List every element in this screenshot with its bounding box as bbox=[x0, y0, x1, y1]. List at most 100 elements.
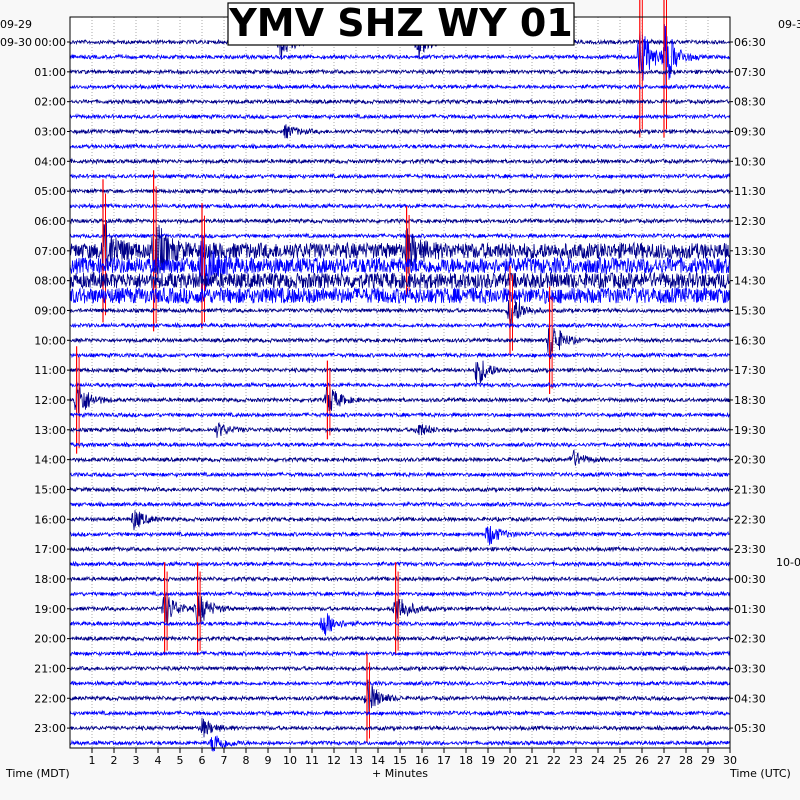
trace-line bbox=[69, 560, 731, 568]
left-hour-label: 01:00 bbox=[34, 66, 66, 79]
trace-line bbox=[69, 421, 731, 438]
trace-line bbox=[69, 449, 730, 466]
left-hour-label: 00:00 bbox=[34, 36, 66, 49]
left-hour-label: 15:00 bbox=[34, 483, 66, 496]
trace-line bbox=[69, 98, 731, 106]
trace-line bbox=[69, 157, 731, 165]
x-tick-label: 5 bbox=[177, 754, 184, 767]
x-tick-label: 28 bbox=[679, 754, 693, 767]
right-hour-label: 13:30 bbox=[734, 245, 766, 258]
right-hour-label: 10:30 bbox=[734, 155, 766, 168]
right-hour-label: 20:30 bbox=[734, 454, 766, 467]
trace-line bbox=[69, 735, 731, 752]
trace-line bbox=[69, 300, 731, 327]
x-tick-label: 13 bbox=[349, 754, 363, 767]
right-hour-label: 22:30 bbox=[734, 513, 766, 526]
trace-line bbox=[69, 327, 731, 359]
trace-line bbox=[69, 592, 731, 628]
trace-line bbox=[69, 575, 731, 583]
x-tick-label: 12 bbox=[327, 754, 341, 767]
x-tick-label: 15 bbox=[393, 754, 407, 767]
x-tick-label: 6 bbox=[199, 754, 206, 767]
x-tick-label: 11 bbox=[305, 754, 319, 767]
trace-line bbox=[69, 286, 731, 305]
trace-line bbox=[69, 500, 731, 508]
right-axis-label: Time (UTC) bbox=[729, 767, 791, 780]
right-date-label-top: 09-3 bbox=[778, 18, 800, 31]
left-hour-label: 17:00 bbox=[34, 543, 66, 556]
trace-line bbox=[69, 650, 731, 658]
x-tick-label: 27 bbox=[657, 754, 671, 767]
trace-line bbox=[69, 351, 731, 359]
trace-line bbox=[69, 679, 731, 715]
left-hour-label: 12:00 bbox=[34, 394, 66, 407]
right-hour-labels: 06:30 07:30 08:30 09:30 10:30 11:30 12:30 13:30… bbox=[730, 36, 766, 735]
left-hour-label: 05:00 bbox=[34, 185, 66, 198]
trace-line bbox=[69, 545, 731, 553]
x-tick-label: 3 bbox=[133, 754, 140, 767]
trace-line bbox=[69, 590, 731, 598]
right-hour-label: 11:30 bbox=[734, 185, 766, 198]
x-tick-label: 24 bbox=[591, 754, 605, 767]
right-hour-label: 07:30 bbox=[734, 66, 766, 79]
right-hour-label: 05:30 bbox=[734, 722, 766, 735]
left-hour-label: 16:00 bbox=[34, 513, 66, 526]
left-date-label-prev: 09-29 bbox=[0, 18, 32, 31]
trace-line bbox=[69, 222, 731, 281]
trace-line bbox=[69, 411, 731, 419]
right-hour-label: 18:30 bbox=[734, 394, 766, 407]
trace-line bbox=[69, 202, 731, 210]
trace-line bbox=[69, 271, 731, 290]
x-tick-label: 21 bbox=[525, 754, 539, 767]
trace-line bbox=[69, 510, 731, 531]
x-tick-label: 2 bbox=[111, 754, 118, 767]
right-hour-label: 15:30 bbox=[734, 304, 766, 317]
trace-line bbox=[69, 717, 731, 738]
left-axis-label: Time (MDT) bbox=[5, 767, 70, 780]
left-hour-label: 07:00 bbox=[34, 245, 66, 258]
trace-line bbox=[70, 679, 731, 687]
x-tick-label: 25 bbox=[613, 754, 627, 767]
right-date-label-mid: 10-0 bbox=[776, 556, 800, 569]
seismic-traces bbox=[69, 0, 731, 752]
trace-line bbox=[69, 172, 731, 180]
right-hour-label: 17:30 bbox=[734, 364, 766, 377]
x-tick-label: 10 bbox=[283, 754, 297, 767]
x-tick-label: 18 bbox=[459, 754, 473, 767]
left-hour-label: 04:00 bbox=[34, 155, 66, 168]
trace-line bbox=[69, 635, 731, 643]
x-axis-label: + Minutes bbox=[372, 767, 428, 780]
left-hour-label: 13:00 bbox=[34, 424, 66, 437]
right-hour-label: 01:30 bbox=[734, 603, 766, 616]
right-hour-label: 00:30 bbox=[734, 573, 766, 586]
right-hour-label: 19:30 bbox=[734, 424, 766, 437]
trace-line bbox=[69, 24, 730, 89]
left-hour-label: 03:00 bbox=[34, 125, 66, 138]
left-hour-label: 18:00 bbox=[34, 573, 66, 586]
right-hour-label: 12:30 bbox=[734, 215, 766, 228]
x-tick-label: 16 bbox=[415, 754, 429, 767]
x-tick-label: 26 bbox=[635, 754, 649, 767]
x-axis-ticks: 1 2 3 4 5 6 7 8 9 10 11 12 13 14 15 16 17 18 19 20 21 22 23 24 2… bbox=[89, 748, 737, 767]
right-hour-label: 14:30 bbox=[734, 275, 766, 288]
left-hour-label: 20:00 bbox=[34, 633, 66, 646]
trace-line bbox=[69, 83, 731, 91]
left-hour-label: 06:00 bbox=[34, 215, 66, 228]
right-hour-label: 06:30 bbox=[734, 36, 766, 49]
x-tick-label: 20 bbox=[503, 754, 517, 767]
trace-line bbox=[69, 664, 731, 672]
x-tick-label: 8 bbox=[243, 754, 250, 767]
trace-line bbox=[69, 525, 731, 546]
right-hour-label: 16:30 bbox=[734, 334, 766, 347]
left-hour-label: 19:00 bbox=[34, 603, 66, 616]
trace-line bbox=[69, 441, 731, 449]
right-hour-label: 23:30 bbox=[734, 543, 766, 556]
right-hour-label: 21:30 bbox=[734, 483, 766, 496]
x-tick-label: 4 bbox=[155, 754, 162, 767]
trace-line bbox=[69, 360, 731, 384]
left-hour-label: 21:00 bbox=[34, 662, 66, 675]
left-hour-label: 10:00 bbox=[34, 334, 66, 347]
left-hour-label: 14:00 bbox=[34, 454, 66, 467]
trace-line bbox=[69, 142, 731, 150]
